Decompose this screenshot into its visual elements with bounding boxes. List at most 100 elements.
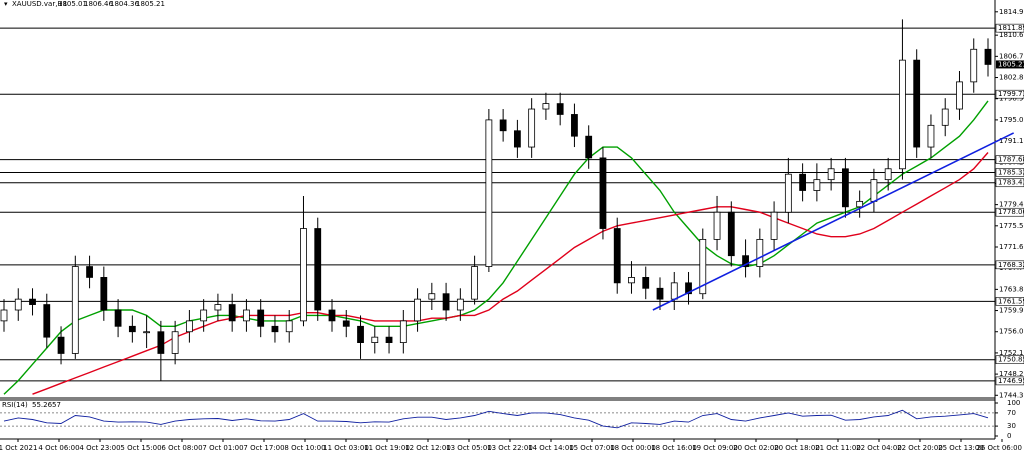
- y-tick-label: 1806.70: [999, 52, 1024, 60]
- y-tick-label: 1748.20: [999, 370, 1024, 378]
- candle-body: [642, 277, 650, 289]
- rsi-tick-label: 0: [1007, 432, 1011, 440]
- level-label-box: [995, 260, 1024, 270]
- level-label: 1787.68: [998, 156, 1024, 164]
- candle-body: [143, 331, 151, 334]
- y-tick-label: 1791.10: [999, 137, 1024, 145]
- candle-body: [371, 336, 379, 343]
- y-tick-label: 1779.40: [999, 201, 1024, 209]
- candle-body: [927, 124, 935, 148]
- moving-average: [3, 100, 989, 395]
- level-label: 1750.85: [998, 356, 1024, 364]
- level-label-box: [995, 297, 1024, 306]
- x-tick-label: 7 Oct 17:00: [243, 444, 284, 452]
- candle-body: [0, 309, 8, 322]
- candle-body: [200, 309, 208, 322]
- x-tick-label: 18 Oct 16:00: [651, 444, 697, 452]
- level-label: 1783.43: [998, 179, 1024, 187]
- rsi-line: [3, 409, 989, 429]
- rsi-tick-label: 70: [1007, 409, 1016, 417]
- candle-body: [656, 287, 664, 300]
- candle-body: [185, 320, 193, 333]
- level-label-box: [995, 23, 1024, 33]
- candle-body: [870, 179, 878, 202]
- level-label: 1811.89: [998, 24, 1024, 32]
- candle-body: [57, 336, 65, 354]
- candle-body: [628, 277, 635, 284]
- candle-body: [556, 103, 564, 115]
- candle-body: [913, 59, 921, 148]
- level-label: 1799.73: [998, 90, 1024, 98]
- level-label-box: [995, 168, 1024, 177]
- y-tick-label: 1744.30: [999, 391, 1024, 399]
- y-tick-label: 1814.90: [999, 8, 1024, 16]
- candle-body: [385, 336, 393, 343]
- candle-body: [970, 48, 978, 83]
- candle-body: [727, 211, 735, 257]
- y-tick-label: 1759.90: [999, 307, 1024, 315]
- candle-body: [699, 238, 707, 295]
- candle-body: [841, 168, 849, 208]
- x-tick-label: 11 Oct 03:00: [323, 444, 369, 452]
- y-tick-label: 1763.80: [999, 285, 1024, 293]
- level-label: 1778.00: [998, 208, 1024, 216]
- y-tick-label: 1756.00: [999, 328, 1024, 336]
- x-tick-label: 1 Oct 2021: [0, 444, 37, 452]
- level-label-box: [995, 376, 1024, 386]
- y-tick-label: 1810.60: [999, 31, 1024, 39]
- x-tick-label: 22 Oct 04:00: [856, 444, 902, 452]
- candle-body: [328, 309, 336, 322]
- candle-body: [228, 304, 236, 322]
- candle-body: [456, 298, 464, 311]
- candle-body: [29, 298, 36, 305]
- candle-body: [670, 282, 678, 300]
- candle-body: [499, 119, 507, 132]
- candle-body: [528, 108, 536, 148]
- y-tick-label: 1752.10: [999, 349, 1024, 357]
- candle-body: [428, 293, 436, 300]
- x-tick-label: 6 Oct 08:00: [161, 444, 202, 452]
- candle-body: [314, 228, 322, 311]
- candle-body: [300, 228, 307, 322]
- level-label: 1746.95: [998, 377, 1024, 385]
- candle-body: [813, 179, 821, 191]
- x-tick-label: 13 Oct 22:00: [487, 444, 533, 452]
- candle-body: [585, 135, 593, 159]
- level-label-box: [995, 155, 1024, 164]
- candle-body: [14, 298, 22, 311]
- candle-body: [243, 309, 250, 322]
- candle-body: [770, 211, 778, 240]
- price-label: 1805.21: [998, 60, 1024, 68]
- level-label-box: [995, 89, 1024, 99]
- candle-body: [285, 320, 293, 333]
- level-label: 1761.59: [998, 297, 1024, 305]
- trendline: [652, 132, 1015, 311]
- x-tick-label: 11 Oct 19:00: [364, 444, 410, 452]
- candle-body: [485, 119, 493, 267]
- candle-body: [542, 103, 550, 110]
- x-tick-label: 4 Oct 23:00: [79, 444, 120, 452]
- level-label-box: [995, 178, 1024, 188]
- level-label: 1768.32: [998, 261, 1024, 269]
- header-low: 1804.36: [110, 0, 139, 8]
- candle-body: [799, 173, 807, 191]
- x-tick-label: 25 Oct 13:00: [938, 444, 984, 452]
- candle-body: [956, 81, 963, 110]
- x-tick-label: 5 Oct 15:00: [120, 444, 161, 452]
- candle-body: [357, 325, 364, 343]
- x-tick-label: 7 Oct 01:00: [202, 444, 243, 452]
- candle-body: [86, 266, 93, 278]
- header-open: 1805.01: [58, 0, 87, 8]
- candle-body: [571, 114, 578, 137]
- x-tick-label: 15 Oct 07:00: [569, 444, 615, 452]
- candle-body: [856, 200, 864, 208]
- y-tick-label: 1771.60: [999, 243, 1024, 251]
- x-tick-label: 4 Oct 06:00: [38, 444, 79, 452]
- candle-body: [941, 108, 949, 126]
- candle-body: [114, 309, 122, 327]
- header-close: 1805.21: [136, 0, 165, 8]
- x-tick-label: 20 Oct 18:00: [774, 444, 820, 452]
- candle-body: [157, 331, 165, 354]
